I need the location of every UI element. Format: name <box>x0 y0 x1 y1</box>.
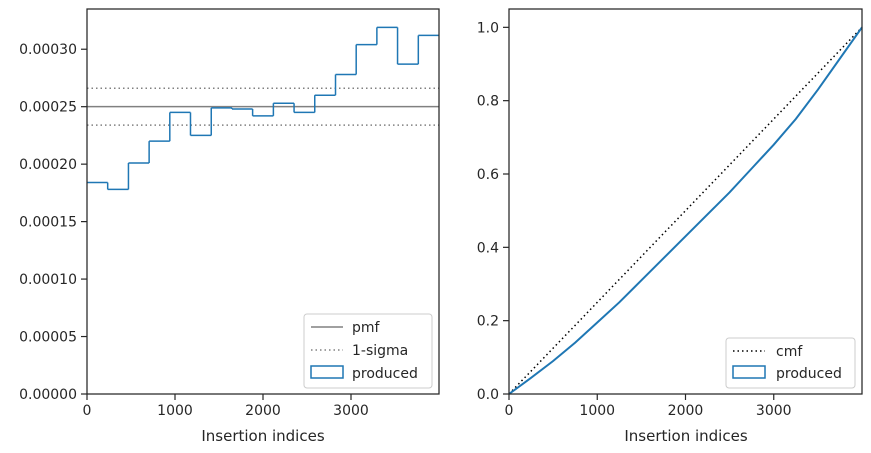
y-tick-label: 0.00020 <box>19 157 77 173</box>
right-plot-area <box>509 9 862 394</box>
y-tick-label: 0.00005 <box>19 330 77 346</box>
right-legend: cmf produced <box>725 337 856 389</box>
y-tick-label: 0.00000 <box>19 387 77 403</box>
right-produced-line <box>508 26 863 395</box>
right-axes-frame <box>508 8 863 395</box>
x-tick-label: 2000 <box>668 403 704 419</box>
y-tick-label: 0.2 <box>477 314 499 330</box>
legend-produced-label-right: produced <box>776 366 842 382</box>
right-legend-box <box>725 337 856 389</box>
left-x-axis-label: Insertion indices <box>201 427 324 445</box>
left-x-ticks: 0 1000 2000 3000 <box>83 394 369 419</box>
x-tick-label: 2000 <box>245 403 281 419</box>
legend-produced-label-left: produced <box>352 366 418 382</box>
x-tick-label: 1000 <box>579 403 615 419</box>
legend-sigma-label: 1-sigma <box>352 343 408 359</box>
y-tick-label: 0.00010 <box>19 272 77 288</box>
y-tick-label: 0.00025 <box>19 100 77 116</box>
left-legend-box <box>303 313 433 389</box>
x-tick-label: 1000 <box>157 403 193 419</box>
right-cmf-line <box>508 26 863 395</box>
y-tick-label: 0.00015 <box>19 215 77 231</box>
y-tick-label: 0.00030 <box>19 42 77 58</box>
y-tick-label: 0.8 <box>477 94 499 110</box>
left-axes-frame <box>86 8 440 395</box>
y-tick-label: 1.0 <box>477 20 499 36</box>
x-tick-label: 0 <box>83 403 92 419</box>
right-x-ticks: 0 1000 2000 3000 <box>505 394 792 419</box>
y-tick-label: 0.4 <box>477 240 499 256</box>
legend-pmf-label: pmf <box>352 320 381 336</box>
x-tick-label: 3000 <box>756 403 792 419</box>
left-chart: 0.00000 0.00005 0.00010 0.00015 0.00020 0.000… <box>19 8 440 445</box>
legend-cmf-label: cmf <box>776 344 803 360</box>
y-tick-label: 0.6 <box>477 167 499 183</box>
legend-produced-swatch <box>310 365 344 379</box>
right-y-ticks: 0.0 0.2 0.4 0.6 0.8 1.0 <box>477 20 509 403</box>
x-tick-label: 0 <box>505 403 514 419</box>
right-chart: 0.0 0.2 0.4 0.6 0.8 1.0 0 1000 2000 3000 Inserti… <box>477 8 863 445</box>
right-x-axis-label: Insertion indices <box>624 427 747 445</box>
legend-produced-swatch-right <box>732 365 766 379</box>
y-tick-label: 0.0 <box>477 387 499 403</box>
left-histogram <box>87 26 439 191</box>
left-y-ticks: 0.00000 0.00005 0.00010 0.00015 0.00020 0.000… <box>19 42 87 403</box>
left-legend: pmf 1-sigma produced <box>303 313 433 389</box>
x-tick-label: 3000 <box>333 403 369 419</box>
